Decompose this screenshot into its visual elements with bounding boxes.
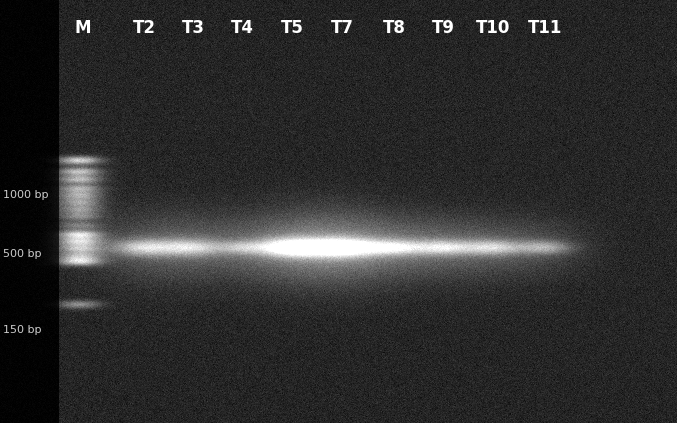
Text: T9: T9 (432, 19, 455, 37)
Text: T11: T11 (528, 19, 562, 37)
Text: T7: T7 (331, 19, 354, 37)
Text: T8: T8 (383, 19, 406, 37)
Text: M: M (74, 19, 91, 37)
Text: T4: T4 (231, 19, 254, 37)
Text: 150 bp: 150 bp (3, 325, 42, 335)
Text: T2: T2 (133, 19, 156, 37)
Text: T5: T5 (281, 19, 304, 37)
Text: 500 bp: 500 bp (3, 249, 42, 259)
Text: T10: T10 (476, 19, 510, 37)
Text: 1000 bp: 1000 bp (3, 190, 49, 200)
Text: T3: T3 (181, 19, 204, 37)
